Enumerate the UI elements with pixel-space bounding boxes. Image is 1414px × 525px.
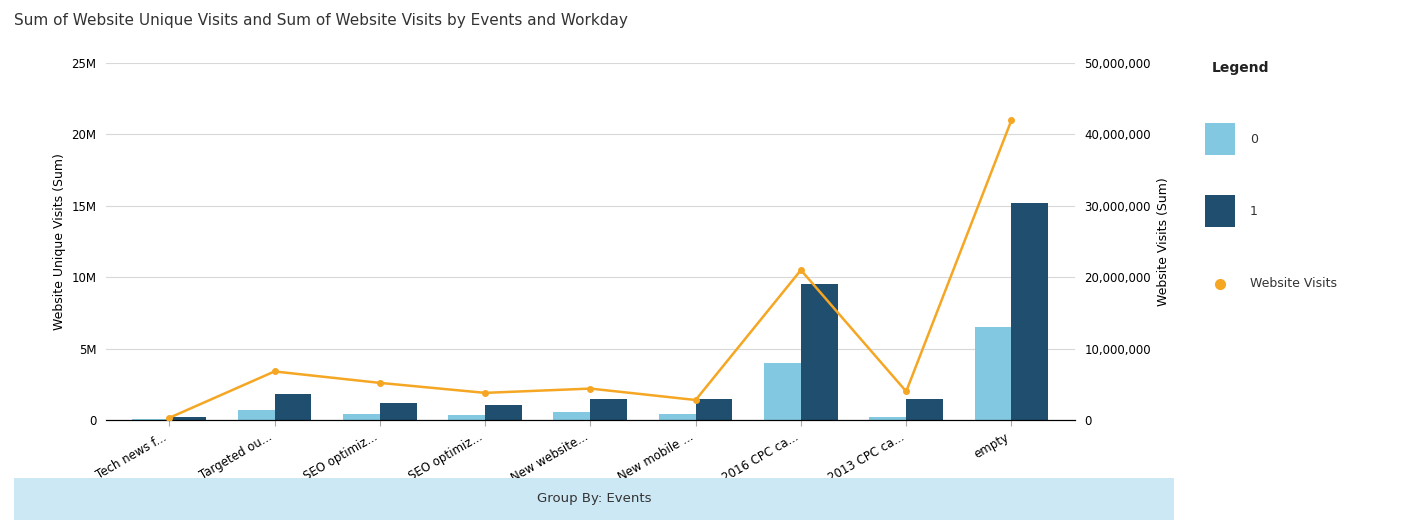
Bar (344, 414, 380, 420)
Text: Sum of Website Unique Visits and Sum of Website Visits by Events and Workday: Sum of Website Unique Visits and Sum of … (14, 13, 628, 28)
Y-axis label: Website Unique Visits (Sum): Website Unique Visits (Sum) (52, 153, 66, 330)
Text: 1: 1 (1250, 205, 1258, 218)
Bar (238, 410, 274, 420)
Bar (553, 412, 591, 420)
Bar (170, 417, 206, 420)
Text: Group By: Events: Group By: Events (537, 492, 650, 505)
Bar (870, 417, 906, 420)
Bar (485, 405, 522, 420)
Y-axis label: Website Visits (Sum): Website Visits (Sum) (1157, 177, 1169, 306)
Bar (764, 363, 800, 420)
Bar (974, 327, 1011, 420)
Text: Legend: Legend (1212, 61, 1270, 75)
Bar (696, 398, 732, 420)
Text: 0: 0 (1250, 133, 1258, 145)
Bar (274, 394, 311, 420)
Bar (659, 414, 696, 420)
Bar (448, 415, 485, 420)
Text: Website Visits: Website Visits (1250, 277, 1338, 290)
Bar (800, 285, 837, 420)
Bar (380, 403, 417, 420)
Bar (133, 419, 170, 420)
Bar (1011, 203, 1048, 420)
Bar (591, 400, 628, 420)
Bar (906, 398, 943, 420)
